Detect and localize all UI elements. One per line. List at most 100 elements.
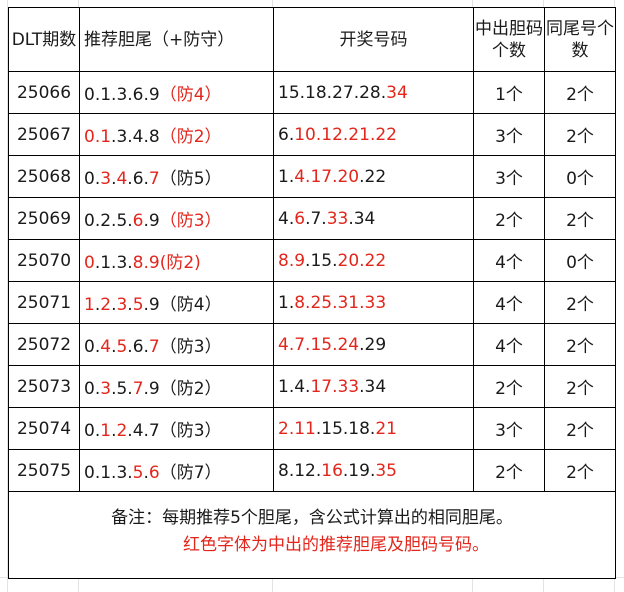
table-row: 25075 0.1.3.5.6（防7） 8.12.16.19.35 2个 2个 [8, 449, 616, 492]
cell-recommend[interactable]: 0.3.5.7.9（防2） [79, 365, 274, 408]
cell-issue[interactable]: 25073 [8, 365, 80, 408]
highlighted-number: （防3） [159, 211, 222, 231]
cell-hit-count[interactable]: 3个 [473, 407, 545, 450]
highlighted-number: 1 [100, 421, 112, 441]
cell-same-tail[interactable]: 2个 [544, 71, 616, 114]
cell-recommend[interactable]: 0.1.3.8.9(防2) [79, 239, 274, 282]
number-text: . [111, 169, 117, 189]
cell-issue[interactable]: 25072 [8, 323, 80, 366]
number-text: .7. [305, 208, 327, 229]
number-text: .4.7（防3） [127, 421, 222, 441]
cell-draw[interactable]: 4.7.15.24.29 [273, 323, 474, 366]
header-issue[interactable]: DLT期数 [8, 7, 80, 72]
highlighted-number: 8.9 [132, 253, 160, 273]
cell-same-tail[interactable]: 2个 [544, 197, 616, 240]
cell-draw[interactable]: 1.4.17.33.34 [273, 365, 474, 408]
cell-draw[interactable]: 1.4.17.20.22 [273, 155, 474, 198]
cell-hit-count[interactable]: 4个 [473, 323, 545, 366]
number-text: 0.1.3. [84, 463, 133, 483]
cell-issue[interactable]: 25068 [8, 155, 80, 198]
highlighted-number: 5 [132, 295, 144, 315]
highlighted-number: 21 [375, 418, 397, 439]
highlighted-number: 4.17.20 [294, 166, 360, 187]
cell-issue[interactable]: 25070 [8, 239, 80, 282]
cell-draw[interactable]: 8.12.16.19.35 [273, 449, 474, 492]
number-text: .9 [143, 211, 160, 231]
number-text: .15.18. [315, 418, 376, 439]
cell-recommend[interactable]: 0.1.3.6.9（防4） [79, 71, 274, 114]
number-text: 0.1.3.6.9 [84, 85, 160, 105]
remark-line-2: 红色字体为中出的推荐胆尾及胆码号码。 [183, 535, 489, 555]
highlighted-number: 1 [84, 295, 95, 315]
number-text: 0. [84, 421, 101, 441]
cell-same-tail[interactable]: 2个 [544, 281, 616, 324]
number-text: . [94, 295, 101, 315]
highlighted-number: 2 [100, 295, 112, 315]
cell-hit-count[interactable]: 2个 [473, 197, 545, 240]
number-text: . [111, 421, 117, 441]
cell-same-tail[interactable]: 2个 [544, 449, 616, 492]
cell-same-tail[interactable]: 2个 [544, 113, 616, 156]
highlighted-number: 6 [148, 463, 160, 483]
cell-hit-count[interactable]: 1个 [473, 71, 545, 114]
cell-draw[interactable]: 4.6.7.33.34 [273, 197, 474, 240]
cell-same-tail[interactable]: 0个 [544, 239, 616, 282]
number-text: 0.2.5. [84, 211, 133, 231]
table-row: 25073 0.3.5.7.9（防2） 1.4.17.33.34 2个 2个 [8, 365, 616, 408]
cell-same-tail[interactable]: 2个 [544, 365, 616, 408]
header-same-tail[interactable]: 同尾号个数 [544, 7, 616, 72]
cell-draw[interactable]: 6.10.12.21.22 [273, 113, 474, 156]
number-text: （防5） [159, 169, 222, 189]
cell-recommend[interactable]: 0.2.5.6.9（防3） [79, 197, 274, 240]
cell-hit-count[interactable]: 2个 [473, 365, 545, 408]
cell-draw[interactable]: 8.9.15.20.22 [273, 239, 474, 282]
cell-issue[interactable]: 25067 [8, 113, 80, 156]
table-row: 25069 0.2.5.6.9（防3） 4.6.7.33.34 2个 2个 [8, 197, 616, 240]
highlighted-number: 17.33 [310, 376, 360, 397]
highlighted-number: （防2） [159, 127, 222, 147]
highlighted-number: 3 [100, 379, 112, 399]
highlighted-number: 3 [116, 295, 128, 315]
cell-draw[interactable]: 2.11.15.18.21 [273, 407, 474, 450]
cell-issue[interactable]: 25071 [8, 281, 80, 324]
remark: 备注：每期推荐5个胆尾，含公式计算出的相同胆尾。 红色字体为中出的推荐胆尾及胆码… [9, 505, 615, 559]
cell-same-tail[interactable]: 2个 [544, 407, 616, 450]
number-text: .9（防4） [143, 295, 222, 315]
highlighted-number: 16 [321, 460, 343, 481]
highlighted-number: 7 [148, 169, 160, 189]
cell-draw[interactable]: 1.8.25.31.33 [273, 281, 474, 324]
cell-issue[interactable]: 25074 [8, 407, 80, 450]
cell-recommend[interactable]: 1.2.3.5.9（防4） [79, 281, 274, 324]
table-row: 25072 0.4.5.6.7（防3） 4.7.15.24.29 4个 2个 [8, 323, 616, 366]
cell-issue[interactable]: 25066 [8, 71, 80, 114]
cell-issue[interactable]: 25075 [8, 449, 80, 492]
header-hit-count[interactable]: 中出胆码个数 [473, 7, 545, 72]
cell-draw[interactable]: 15.18.27.28.34 [273, 71, 474, 114]
highlighted-number: 5 [116, 337, 128, 357]
highlighted-number: 10.12.21.22 [294, 124, 397, 145]
cell-recommend[interactable]: 0.1.2.4.7（防3） [79, 407, 274, 450]
cell-hit-count[interactable]: 2个 [473, 449, 545, 492]
cell-hit-count[interactable]: 4个 [473, 239, 545, 282]
header-recommend[interactable]: 推荐胆尾（+防守） [79, 7, 274, 72]
header-draw[interactable]: 开奖号码 [273, 7, 474, 72]
number-text: .34 [348, 208, 376, 229]
cell-same-tail[interactable]: 0个 [544, 155, 616, 198]
highlighted-number: 4 [116, 169, 128, 189]
cell-recommend[interactable]: 0.1.3.5.6（防7） [79, 449, 274, 492]
cell-hit-count[interactable]: 3个 [473, 113, 545, 156]
cell-same-tail[interactable]: 2个 [544, 323, 616, 366]
cell-recommend[interactable]: 0.4.5.6.7（防3） [79, 323, 274, 366]
number-text: .1.3. [94, 253, 133, 273]
cell-issue[interactable]: 25069 [8, 197, 80, 240]
cell-recommend[interactable]: 0.1.3.4.8（防2） [79, 113, 274, 156]
highlighted-number: 5 [132, 463, 144, 483]
cell-recommend[interactable]: 0.3.4.6.7（防5） [79, 155, 274, 198]
number-text: .6. [127, 169, 149, 189]
number-text: 8.12. [278, 460, 322, 481]
sheet-gridline [7, 0, 8, 592]
highlighted-number: 2.11 [278, 418, 316, 439]
cell-hit-count[interactable]: 4个 [473, 281, 545, 324]
highlighted-number: 4 [100, 337, 112, 357]
cell-hit-count[interactable]: 3个 [473, 155, 545, 198]
